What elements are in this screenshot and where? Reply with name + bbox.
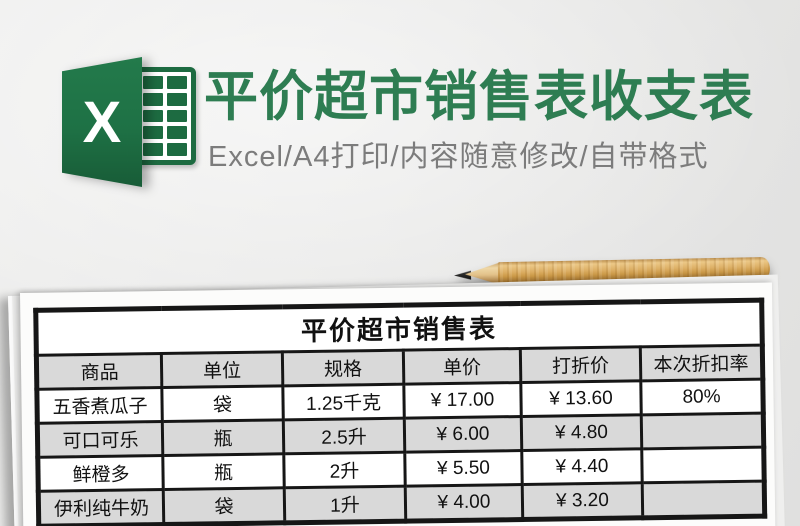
cell-discount-price: ¥ 4.40 [521,448,643,485]
cell-discount-rate [641,413,764,449]
page-subtitle: Excel/A4打印/内容随意修改/自带格式 [208,141,709,173]
cell-product: 伊利纯牛奶 [38,489,164,526]
excel-logo: X [62,57,202,187]
cell-spec: 1.25千克 [282,384,405,420]
cell-product: 五香煮瓜子 [36,387,163,424]
cell-spec: 1升 [284,486,406,523]
cell-discount-price: ¥ 3.20 [522,482,643,520]
sheet-cell [143,76,163,89]
cell-discount-rate [641,447,765,483]
col-header-discount-rate: 本次折扣率 [640,345,763,381]
sheet-cell [143,126,163,140]
sheet-cell [167,76,187,89]
page-title: 平价超市销售表收支表 [204,67,754,127]
sheet-cell [143,109,163,123]
sheet-cell [167,92,187,106]
paper-sheet: 平价超市销售表 商品 单位 规格 单价 打折价 本次折扣率 五香煮瓜子 袋 1.… [20,282,777,526]
col-header-spec: 规格 [282,350,404,386]
sales-table: 平价超市销售表 商品 单位 规格 单价 打折价 本次折扣率 五香煮瓜子 袋 1.… [33,297,768,526]
cell-spec: 2升 [283,452,406,488]
cell-price: ¥ 17.00 [403,382,522,419]
cell-unit: 袋 [161,385,284,422]
cell-product: 可口可乐 [37,421,163,458]
sheet-cell [143,143,163,156]
sheet-cell [167,126,187,140]
col-header-discount-price: 打折价 [520,346,641,383]
cell-spec: 2.5升 [283,418,405,454]
sheet-cell [143,92,163,106]
cell-unit: 瓶 [162,419,284,456]
cell-price: ¥ 5.50 [404,450,523,487]
cell-unit: 袋 [163,487,285,525]
cell-price: ¥ 4.00 [405,484,523,522]
cell-discount-rate: 80% [640,379,764,415]
excel-x-icon: X [62,57,142,187]
col-header-product: 商品 [36,353,162,390]
cell-discount-price: ¥ 13.60 [520,380,642,417]
logo-letter: X [82,90,122,155]
cell-discount-price: ¥ 4.80 [521,414,642,451]
excel-cover-icon: X [62,57,142,187]
sheet-cell [167,143,187,156]
cell-unit: 瓶 [162,453,285,490]
col-header-price: 单价 [403,348,521,385]
cell-price: ¥ 6.00 [404,416,522,453]
col-header-unit: 单位 [161,351,283,388]
cell-discount-rate [642,481,765,518]
hero-banner: X 平价超市销售表收支表 Excel/A4打印/内容随意修改/自带格式 [0,0,800,200]
sheet-cell [167,109,187,123]
cell-product: 鲜橙多 [37,455,164,492]
spreadsheet-grid-icon [134,67,196,165]
